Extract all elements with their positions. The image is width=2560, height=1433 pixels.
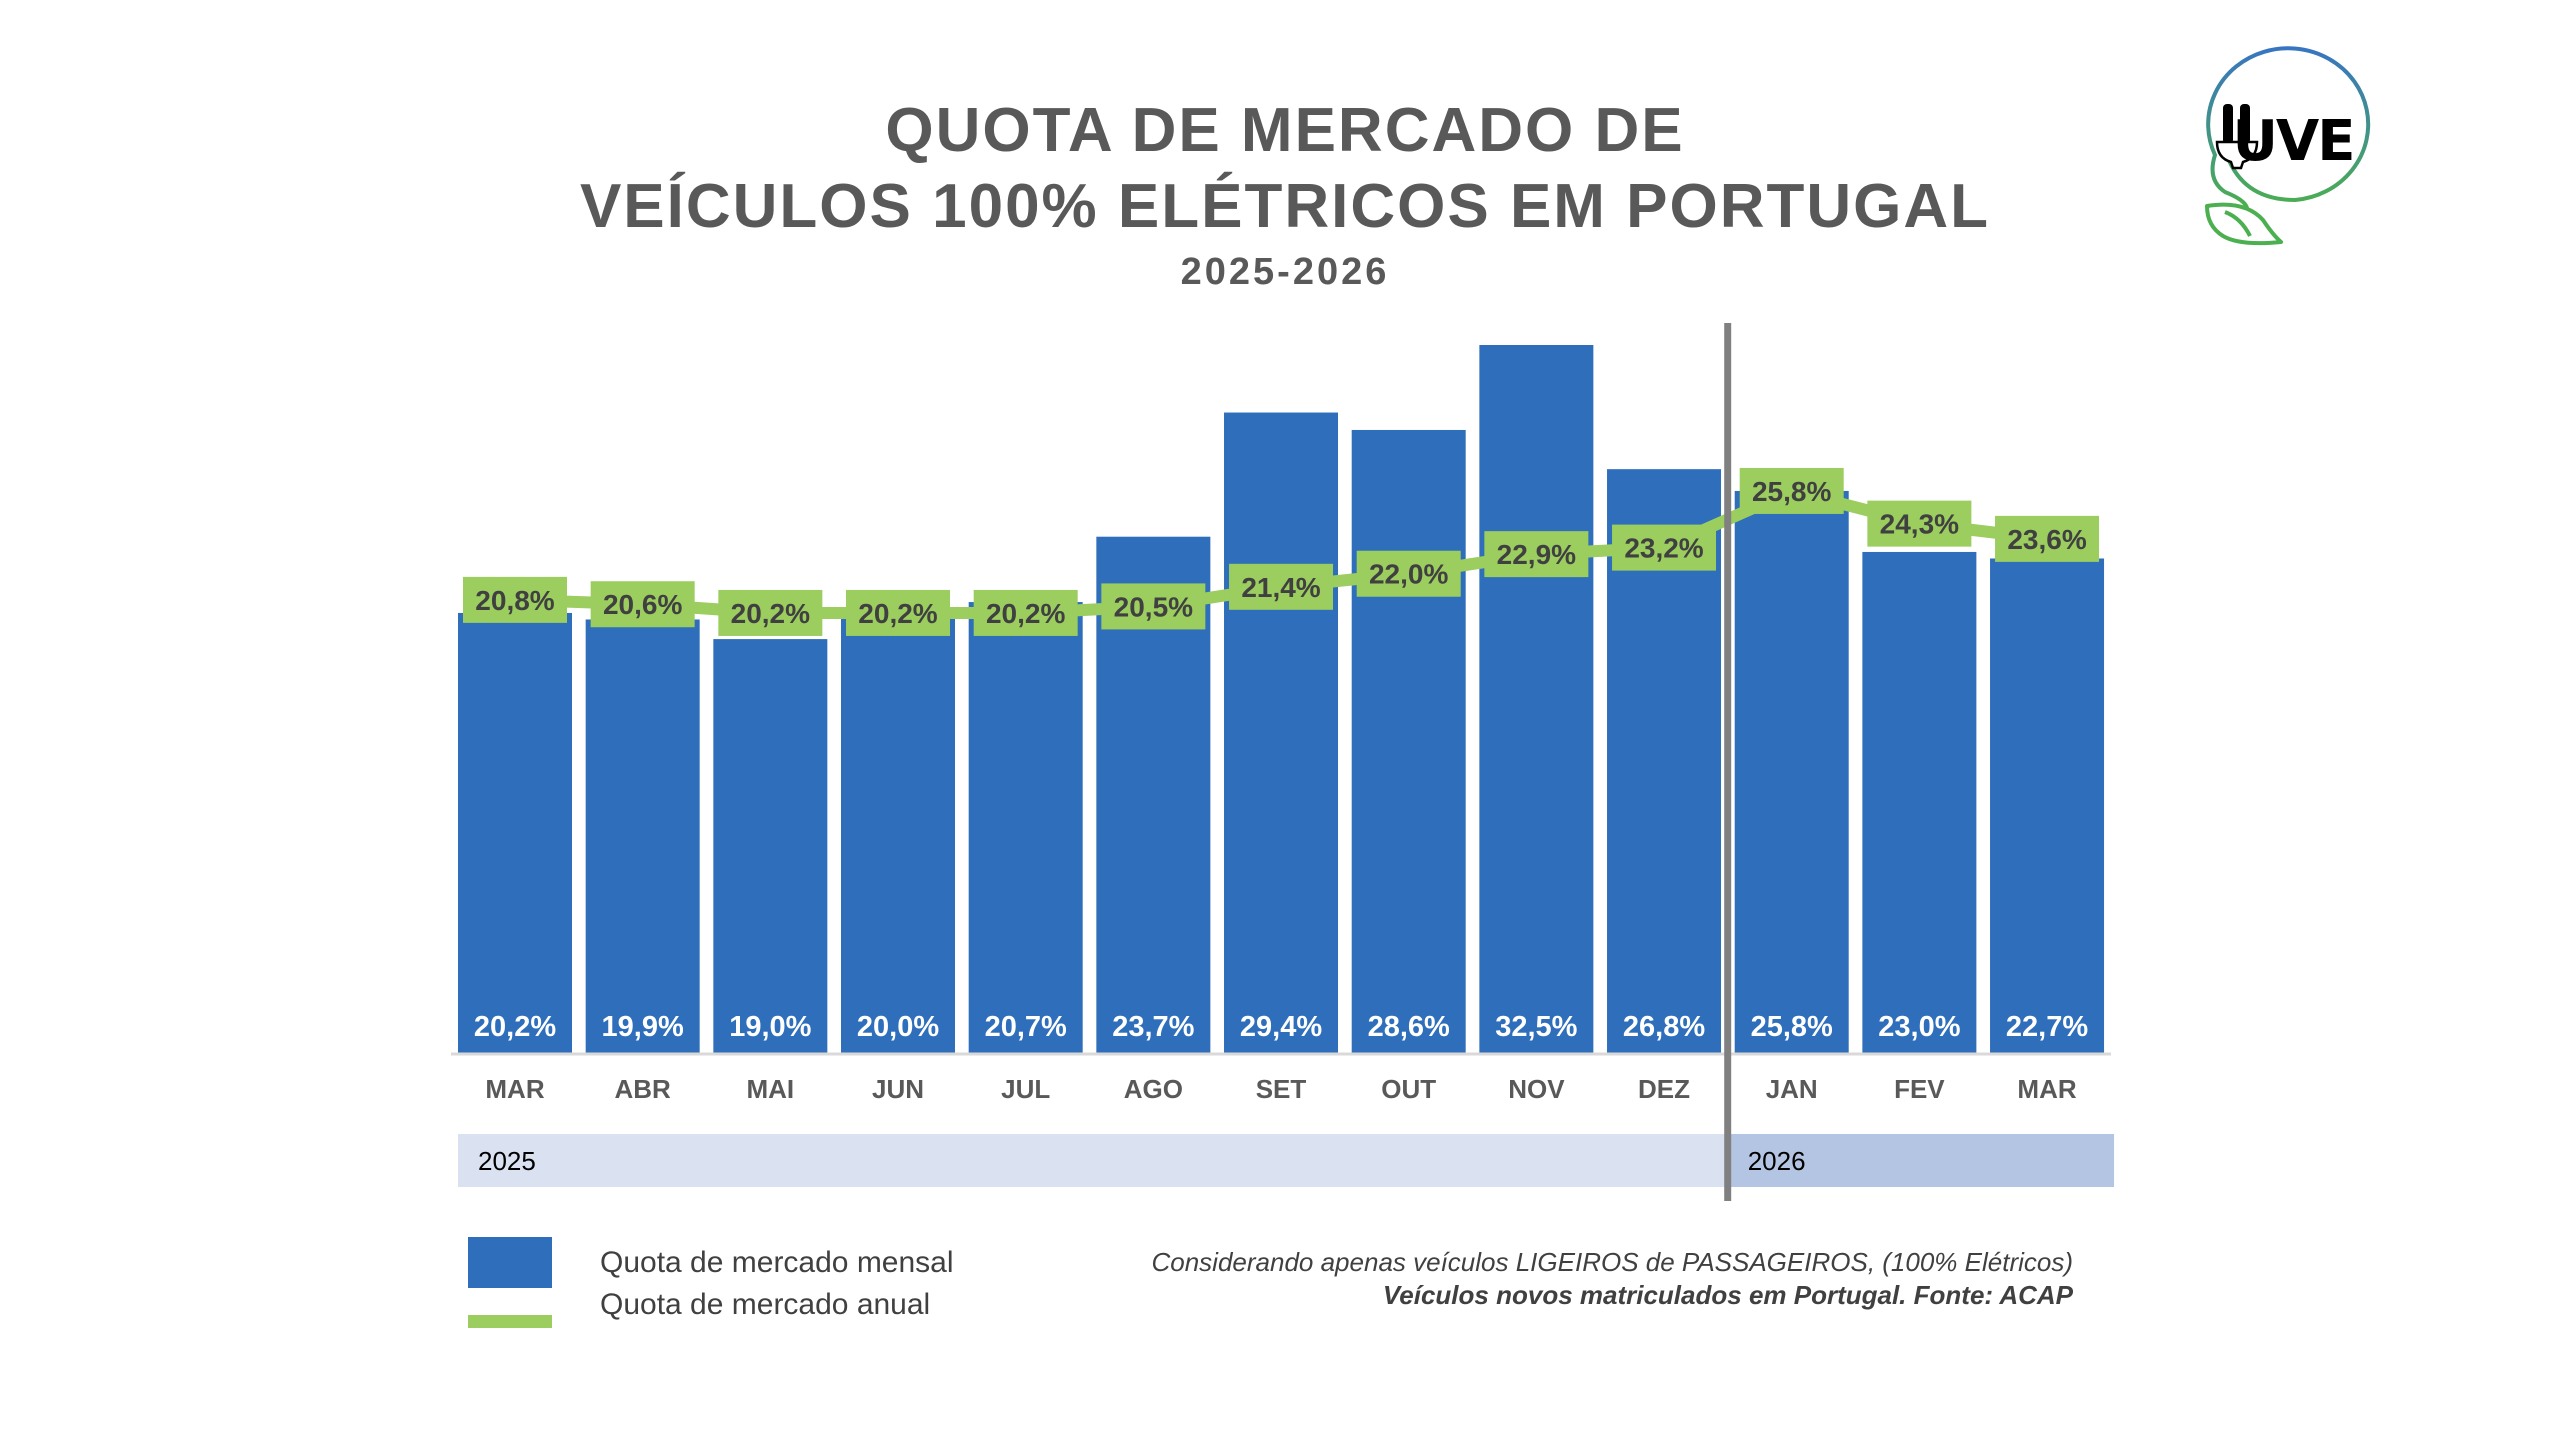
- x-tick-label: JUN: [872, 1074, 924, 1104]
- line-value-label: 20,2%: [858, 598, 937, 629]
- bar-value-label: 26,8%: [1623, 1011, 1705, 1043]
- logo-text: UVE: [2232, 109, 2353, 174]
- line-point-marker: [846, 589, 951, 636]
- bar-mar-12: [1990, 558, 2105, 1053]
- bar-mar-0: [458, 612, 572, 1053]
- x-tick-label: DEZ: [1638, 1074, 1690, 1104]
- x-tick-label: JUL: [1001, 1074, 1050, 1104]
- x-tick-label: SET: [1256, 1074, 1307, 1104]
- x-tick-labels: MAR ABR MAI JUN JUL AGO SET OUT NOV DEZ JAN FEV MAR: [485, 1074, 2076, 1104]
- legend-label-mensal: Quota de mercado mensal: [600, 1246, 954, 1279]
- line-point-marker: [1867, 500, 1972, 547]
- bar-value-label: 20,0%: [857, 1011, 939, 1043]
- chart-title-line-1: QUOTA DE MERCADO DE: [885, 96, 1685, 165]
- bar-value-labels: 20,2% 19,9% 19,0% 20,0% 20,7% 23,7% 29,4% 28,6%…: [474, 1011, 2088, 1043]
- x-tick-label: OUT: [1381, 1074, 1436, 1104]
- year-band-2025: [458, 1134, 1728, 1187]
- line-value-label: 20,6%: [603, 589, 682, 620]
- line-value-label: 20,8%: [475, 585, 554, 616]
- bar-nov-8: [1479, 345, 1594, 1053]
- line-value-label: 25,8%: [1752, 476, 1831, 507]
- line-value-label: 22,9%: [1497, 539, 1576, 570]
- line-value-label: 24,3%: [1880, 509, 1959, 540]
- logo-plug: [2215, 104, 2259, 170]
- bar-jun-3: [841, 617, 956, 1053]
- chart-subtitle: 2025-2026: [1180, 251, 1390, 293]
- logo-cable: [2206, 46, 2371, 209]
- bar-value-label: 19,0%: [729, 1011, 811, 1043]
- line-point-marker: [1995, 515, 2100, 562]
- bar-out-7: [1351, 429, 1466, 1054]
- line-point-marker: [590, 581, 695, 628]
- x-tick-label: MAR: [2017, 1074, 2076, 1104]
- line-value-label: 22,0%: [1369, 559, 1448, 590]
- bar-value-label: 20,2%: [474, 1011, 556, 1043]
- x-tick-label: FEV: [1894, 1074, 1945, 1104]
- bar-value-label: 32,5%: [1495, 1011, 1577, 1043]
- bar-abr-1: [585, 619, 700, 1053]
- bar-set-6: [1224, 412, 1339, 1053]
- note-scope: Considerando apenas veículos LIGEIROS de…: [1151, 1247, 2073, 1277]
- line-point-marker: [718, 589, 823, 636]
- line-point-marker: [463, 576, 567, 623]
- bar-mai-2: [713, 639, 828, 1053]
- bar-value-label: 22,7%: [2006, 1011, 2088, 1043]
- line-point-marker: [1356, 550, 1461, 597]
- logo-leaf: [2205, 202, 2283, 246]
- year-band: 2025 2026: [458, 1134, 2115, 1187]
- bar-value-label: 23,0%: [1878, 1011, 1960, 1043]
- x-tick-label: ABR: [614, 1074, 671, 1104]
- bar-value-label: 25,8%: [1751, 1011, 1833, 1043]
- bars: [458, 345, 2105, 1054]
- bar-fev-11: [1862, 551, 1977, 1053]
- bar-jul-4: [968, 602, 1083, 1053]
- x-tick-label: JAN: [1766, 1074, 1818, 1104]
- line-value-label: 20,2%: [731, 598, 810, 629]
- bar-value-label: 29,4%: [1240, 1011, 1322, 1043]
- x-tick-label: NOV: [1508, 1074, 1565, 1104]
- line-point-marker: [1101, 583, 1206, 630]
- year-label-2025: 2025: [478, 1146, 536, 1176]
- line-value-label: 20,2%: [986, 598, 1065, 629]
- x-tick-label: AGO: [1124, 1074, 1183, 1104]
- line-point-marker: [1612, 524, 1717, 571]
- note-source: Veículos novos matriculados em Portugal.…: [1382, 1280, 2073, 1310]
- line-value-label: 21,4%: [1241, 572, 1320, 603]
- line-point-marker: [1484, 531, 1589, 578]
- bar-value-label: 19,9%: [602, 1011, 684, 1043]
- year-band-2026: [1727, 1134, 2115, 1187]
- bar-value-label: 20,7%: [985, 1011, 1067, 1043]
- legend-label-anual: Quota de mercado anual: [600, 1288, 931, 1321]
- chart-title-line-2: VEÍCULOS 100% ELÉTRICOS EM PORTUGAL: [579, 172, 1991, 241]
- line-point-marker: [1229, 563, 1334, 610]
- x-tick-label: MAR: [485, 1074, 544, 1104]
- bar-value-label: 23,7%: [1112, 1011, 1194, 1043]
- line-value-label: 23,2%: [1624, 533, 1703, 564]
- line-value-labels: 20,8% 20,6% 20,2% 20,2% 20,2% 20,5% 21,4% 22,0%…: [463, 467, 2100, 636]
- legend-swatch-line: [468, 1315, 552, 1328]
- x-tick-label: MAI: [747, 1074, 795, 1104]
- uve-logo-icon: UVE: [2205, 46, 2371, 246]
- legend-swatch-bar: [468, 1237, 552, 1288]
- bar-value-label: 28,6%: [1368, 1011, 1450, 1043]
- line-value-label: 20,5%: [1114, 591, 1193, 622]
- line-value-label: 23,6%: [2007, 524, 2086, 555]
- year-label-2026: 2026: [1748, 1146, 1806, 1176]
- line-point-marker: [1739, 467, 1844, 514]
- bar-jan-10: [1734, 490, 1849, 1053]
- line-point-marker: [973, 589, 1078, 636]
